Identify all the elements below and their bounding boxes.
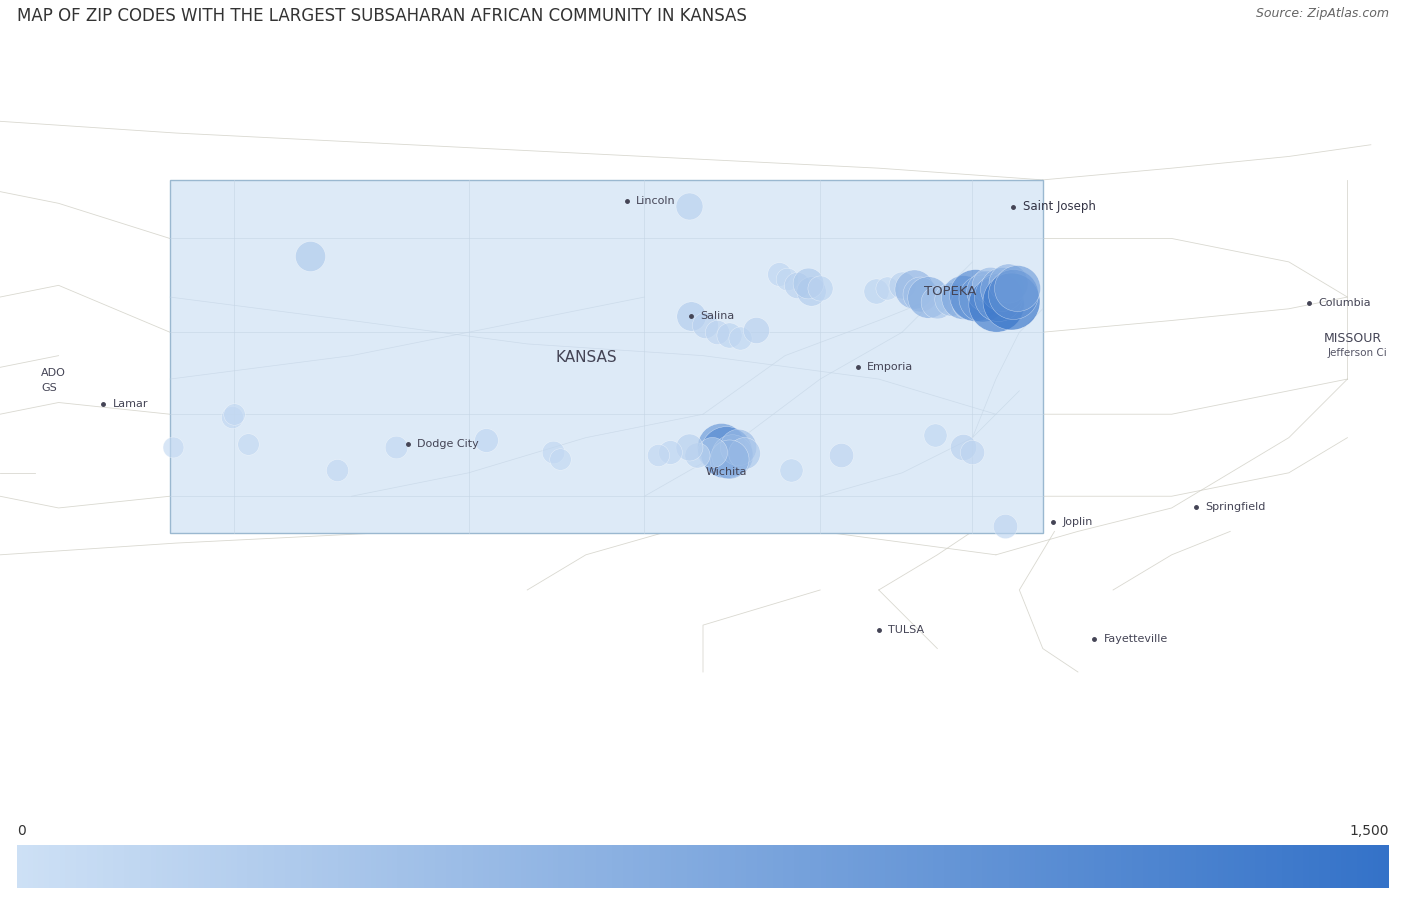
- Text: MAP OF ZIP CODES WITH THE LARGEST SUBSAHARAN AFRICAN COMMUNITY IN KANSAS: MAP OF ZIP CODES WITH THE LARGEST SUBSAH…: [17, 7, 747, 25]
- Point: [876, 280, 898, 295]
- Text: Springfield: Springfield: [1206, 502, 1265, 512]
- Point: [1002, 287, 1025, 301]
- Point: [865, 284, 887, 298]
- Point: [991, 281, 1014, 296]
- Point: [695, 318, 717, 333]
- Text: TULSA: TULSA: [889, 625, 924, 635]
- Text: GS: GS: [41, 384, 56, 394]
- Point: [678, 440, 700, 454]
- Point: [721, 448, 744, 462]
- Text: Saint Joseph: Saint Joseph: [1024, 200, 1095, 213]
- Text: Jefferson Ci: Jefferson Ci: [1327, 348, 1388, 359]
- Point: [976, 284, 998, 298]
- Point: [952, 440, 974, 454]
- Point: [221, 409, 243, 423]
- Text: Emporia: Emporia: [868, 362, 914, 372]
- Point: [717, 327, 740, 342]
- Point: [908, 287, 931, 301]
- Text: Source: ZipAtlas.com: Source: ZipAtlas.com: [1256, 7, 1389, 20]
- Text: Joplin: Joplin: [1063, 517, 1092, 527]
- FancyBboxPatch shape: [170, 180, 1043, 532]
- Point: [727, 440, 749, 454]
- Point: [686, 448, 709, 462]
- Point: [385, 440, 408, 454]
- Point: [730, 331, 752, 345]
- Point: [299, 249, 322, 263]
- Point: [1005, 280, 1028, 295]
- Point: [745, 323, 768, 337]
- Point: [963, 288, 986, 302]
- Point: [548, 451, 571, 466]
- Point: [924, 428, 946, 442]
- Text: Wichita: Wichita: [706, 467, 747, 477]
- Text: TOPEKA: TOPEKA: [925, 285, 977, 298]
- Point: [994, 519, 1017, 533]
- Point: [768, 266, 790, 280]
- Point: [979, 278, 1001, 292]
- Point: [941, 292, 963, 307]
- Point: [959, 293, 981, 307]
- Point: [716, 444, 738, 458]
- Point: [780, 463, 803, 477]
- Point: [541, 444, 564, 458]
- Point: [962, 444, 984, 458]
- Point: [800, 284, 823, 298]
- Text: ADO: ADO: [41, 369, 66, 378]
- Point: [786, 278, 808, 292]
- Point: [733, 446, 755, 460]
- Point: [997, 276, 1019, 290]
- Point: [475, 432, 498, 447]
- Point: [952, 289, 974, 304]
- Point: [830, 448, 852, 462]
- Point: [717, 451, 740, 466]
- Point: [797, 276, 820, 290]
- Text: Lincoln: Lincoln: [637, 196, 676, 206]
- Text: Columbia: Columbia: [1319, 298, 1371, 308]
- Point: [987, 289, 1010, 304]
- Point: [326, 463, 349, 477]
- Text: Fayetteville: Fayetteville: [1104, 634, 1168, 645]
- Point: [659, 444, 682, 458]
- Point: [710, 440, 733, 454]
- Point: [808, 280, 831, 295]
- Point: [776, 272, 799, 287]
- Point: [917, 289, 939, 304]
- Point: [1000, 293, 1022, 307]
- Point: [891, 278, 914, 292]
- Point: [984, 297, 1007, 311]
- Text: 0: 0: [17, 823, 25, 838]
- Point: [702, 444, 724, 458]
- Point: [647, 448, 669, 462]
- Text: KANSAS: KANSAS: [555, 351, 617, 366]
- Point: [238, 436, 260, 450]
- Point: [678, 199, 700, 213]
- Text: Salina: Salina: [700, 311, 735, 321]
- Point: [681, 308, 703, 323]
- Text: Lamar: Lamar: [112, 398, 148, 409]
- Point: [224, 407, 246, 422]
- Point: [903, 281, 925, 296]
- Text: MISSOUR: MISSOUR: [1324, 332, 1382, 344]
- Point: [970, 291, 993, 306]
- Text: 1,500: 1,500: [1350, 823, 1389, 838]
- Point: [162, 440, 184, 454]
- Text: Dodge City: Dodge City: [418, 439, 479, 449]
- Point: [927, 295, 949, 309]
- Point: [706, 325, 728, 340]
